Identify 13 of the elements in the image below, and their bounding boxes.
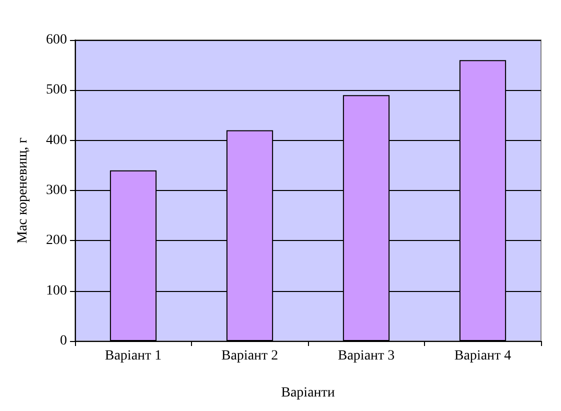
y-tick-label: 500 [46,82,67,98]
x-tick-label: Варіант 3 [338,348,395,364]
x-tick-label: Варіант 2 [221,348,278,364]
x-tick-label: Варіант 1 [104,348,162,364]
y-tick-label: 400 [46,132,67,148]
y-tick-label: 0 [60,334,67,348]
y-tick-label: 200 [46,233,67,248]
x-tick-label: Варіант 4 [454,348,512,364]
y-axis-title: Мас кореневищ, г [16,137,30,244]
y-tick-label: 600 [46,32,67,48]
x-axis-title: Варіанти [281,386,336,400]
y-tick-label: 300 [46,183,67,198]
y-tick-label: 100 [46,283,67,298]
